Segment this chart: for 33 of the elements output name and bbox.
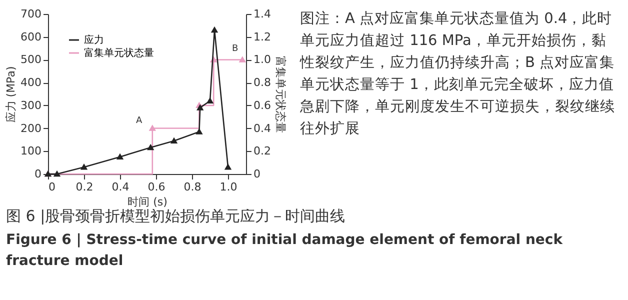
y2-tick-label: 1.4	[254, 8, 271, 20]
y2-tick-label: 0.6	[254, 98, 271, 112]
y-tick-label: 400	[20, 76, 42, 90]
x-tick-label: 0.8	[184, 180, 202, 194]
y-tick-label: 600	[20, 30, 42, 44]
text: 图 6 |股骨颈骨折模型初始损伤单元应力－时间曲线	[6, 207, 346, 226]
y2-tick-label: 1.2	[254, 30, 271, 44]
x-tick-label: 0	[48, 180, 56, 194]
y2-tick-label: 1.0	[254, 53, 271, 66]
annotation: B	[232, 44, 238, 54]
y-axis-title: 应力 (MPa)	[4, 66, 18, 123]
y2-tick-label: 0.4	[254, 122, 271, 135]
y2-axis-title: 富集单元状态量	[274, 56, 287, 133]
x-tick-label: 0.4	[112, 180, 130, 194]
y2-tick-label: 0.2	[254, 144, 271, 158]
text: Figure 6 | Stress-time curve of initial damage element of femoral neck fracture model	[6, 231, 564, 271]
point	[196, 129, 202, 134]
y-tick-label: 500	[20, 53, 42, 66]
y-tick-label: 0	[34, 168, 42, 180]
x-tick-label: 0.6	[148, 180, 166, 194]
text: 图注：A 点对应富集单元状态量值为 0.4，此时单元应力值超过 116 MPa，单元开始损伤，黏性裂纹产生，应力值仍持续升高；B 点对应富集单元状态量等于 1，此刻单元完全破坏，应力值急剧下降，单元刚度发生不可逆损失，裂纹继续往外扩展	[300, 10, 616, 139]
y2-tick-label: 0.8	[254, 76, 271, 90]
y-tick-label: 200	[20, 122, 42, 135]
legend-label: 应力	[84, 34, 104, 46]
y-tick-label: 100	[20, 144, 42, 158]
annotation: A	[136, 116, 142, 126]
legend-label: 富集单元状态量	[84, 47, 154, 59]
x-axis-title: 时间 (s)	[128, 196, 168, 208]
y-tick-label: 300	[20, 98, 42, 112]
y-tick-label: 700	[20, 8, 42, 20]
x-tick-label: 0.2	[76, 180, 94, 194]
x-tick-label: 1.0	[220, 180, 238, 194]
y2-tick-label: 0	[254, 168, 260, 180]
